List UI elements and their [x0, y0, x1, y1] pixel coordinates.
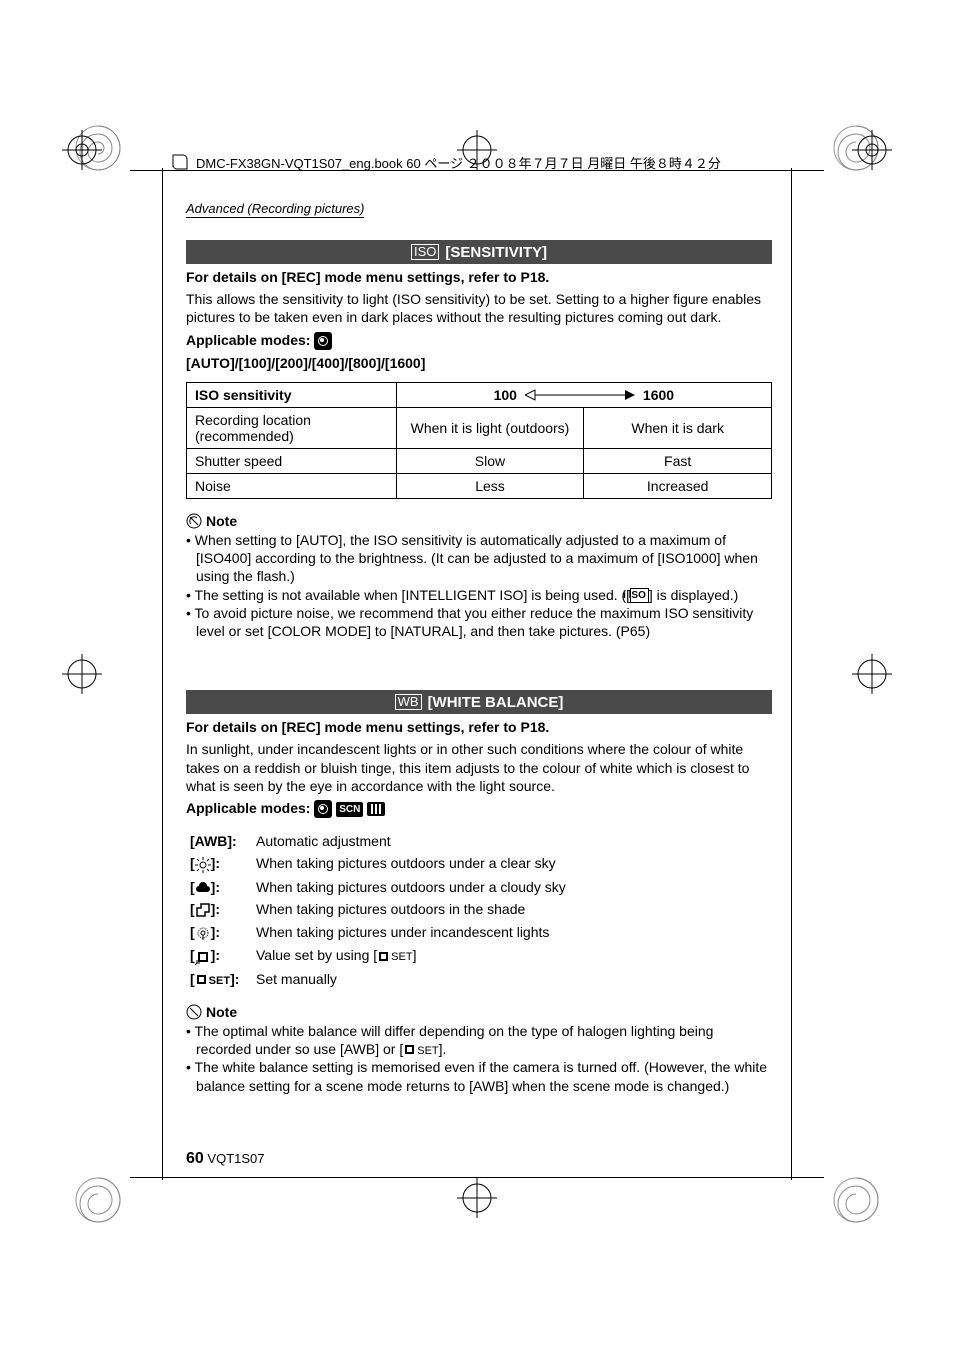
section-breadcrumb: Advanced (Recording pictures) — [186, 201, 364, 218]
table-row: [AWB]:Automatic adjustment — [186, 830, 570, 852]
modes-label: Applicable modes: — [186, 800, 310, 816]
doc-code: VQT1S07 — [207, 1151, 264, 1166]
note-item: The setting is not available when [INTEL… — [186, 586, 772, 604]
registration-mark-icon — [62, 654, 102, 694]
double-arrow-icon — [525, 388, 635, 402]
movie-mode-icon — [367, 802, 385, 816]
scale-low: 100 — [494, 387, 517, 403]
note-heading: Note — [186, 513, 772, 529]
iso-icon: ISO — [411, 244, 439, 260]
sensitivity-modes: Applicable modes: — [186, 331, 772, 350]
wb-lead-bold: For details on [REC] mode menu settings,… — [186, 718, 772, 736]
sensitivity-notes: When setting to [AUTO], the ISO sensitiv… — [186, 531, 772, 640]
wb-modes: Applicable modes: SCN — [186, 799, 772, 818]
iso-table: ISO sensitivity 100 1600 Recording locat… — [186, 382, 772, 499]
modes-label: Applicable modes: — [186, 332, 310, 348]
table-row: Shutter speed Slow Fast — [187, 449, 772, 474]
table-row: [SET]:Set manually — [186, 968, 570, 990]
print-header-text: DMC-FX38GN-VQT1S07_eng.book 60 ページ ２００８年… — [196, 153, 721, 172]
table-row: []:When taking pictures under incandesce… — [186, 921, 570, 944]
wb-title: [WHITE BALANCE] — [428, 694, 564, 711]
iiso-icon: i ISO — [630, 588, 649, 603]
normal-mode-icon — [314, 332, 332, 350]
wb-lead: In sunlight, under incandescent lights o… — [186, 740, 772, 795]
table-row: []:Value set by using [SET] — [186, 944, 570, 967]
wbset-icon — [377, 950, 391, 964]
wbset-icon — [403, 1043, 417, 1057]
note-icon — [186, 1004, 202, 1020]
registration-mark-icon — [62, 130, 102, 170]
wb-notes: The optimal white balance will differ de… — [186, 1022, 772, 1095]
book-icon — [170, 152, 190, 172]
sensitivity-heading: ISO [SENSITIVITY] — [186, 240, 772, 264]
normal-mode-icon — [314, 800, 332, 818]
page-number: 60 — [186, 1150, 204, 1167]
cloud-icon — [195, 881, 211, 895]
wbset-icon — [195, 949, 211, 965]
wb-table: [AWB]:Automatic adjustment []:When takin… — [186, 830, 570, 990]
table-row: []:When taking pictures outdoors under a… — [186, 876, 570, 898]
shade-icon — [195, 902, 211, 918]
sensitivity-lead: This allows the sensitivity to light (IS… — [186, 290, 772, 326]
note-label: Note — [206, 513, 237, 529]
note-item: When setting to [AUTO], the ISO sensitiv… — [186, 531, 772, 586]
sun-icon — [195, 857, 211, 873]
sensitivity-title: [SENSITIVITY] — [445, 244, 547, 261]
wb-heading: WB [WHITE BALANCE] — [186, 690, 772, 714]
iso-table-h1: ISO sensitivity — [187, 383, 397, 408]
sensitivity-lead-bold: For details on [REC] mode menu settings,… — [186, 268, 772, 286]
note-item: The white balance setting is memorised e… — [186, 1058, 772, 1094]
table-row: []:When taking pictures outdoors under a… — [186, 852, 570, 875]
scale-high: 1600 — [643, 387, 674, 403]
page-footer: 60 VQT1S07 — [186, 1150, 265, 1168]
table-row: Recording location (recommended) When it… — [187, 408, 772, 449]
registration-mark-icon — [457, 1178, 497, 1218]
registration-mark-icon — [852, 654, 892, 694]
table-row: Noise Less Increased — [187, 474, 772, 499]
print-header: DMC-FX38GN-VQT1S07_eng.book 60 ページ ２００８年… — [170, 152, 784, 172]
note-heading: Note — [186, 1004, 772, 1020]
note-item: To avoid picture noise, we recommend tha… — [186, 604, 772, 640]
wb-icon: WB — [395, 694, 422, 710]
note-icon — [186, 513, 202, 529]
sensitivity-settings: [AUTO]/[100]/[200]/[400]/[800]/[1600] — [186, 354, 772, 372]
registration-mark-icon — [852, 130, 892, 170]
table-row: []:When taking pictures outdoors in the … — [186, 898, 570, 921]
note-item: The optimal white balance will differ de… — [186, 1022, 772, 1058]
crop-ornament-icon — [75, 1177, 121, 1223]
wbset-icon — [195, 973, 209, 987]
incandescent-icon — [195, 925, 211, 941]
scn-icon: SCN — [336, 802, 363, 817]
note-label: Note — [206, 1004, 237, 1020]
iso-table-scale: 100 1600 — [396, 383, 771, 408]
crop-ornament-icon — [833, 1177, 879, 1223]
